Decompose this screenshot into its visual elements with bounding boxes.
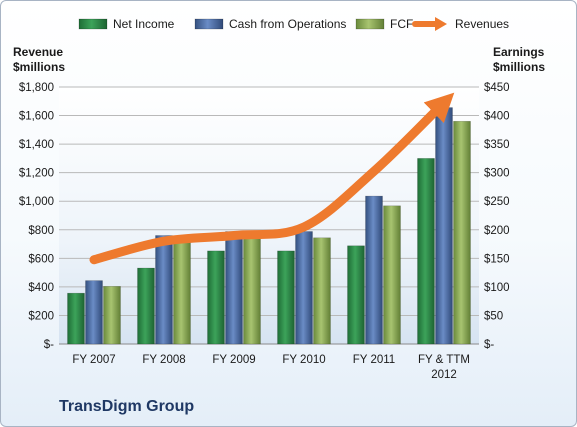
legend-revenues-label: Revenues (455, 17, 509, 31)
revenue-arrow-line (89, 92, 455, 265)
bar-net-income (67, 292, 85, 345)
bar-net-income (277, 250, 295, 345)
right-axis-ticks: $- $50 $100 $150 $200 $250 $300 $350 $400 $450 (484, 82, 510, 351)
category-label: FY 2008 (142, 354, 185, 366)
bar-cash-from-operations (295, 231, 313, 345)
category-label: FY 2011 (353, 354, 395, 366)
left-tick-label: $1,600 (19, 111, 54, 123)
bar-cash-from-operations (365, 195, 383, 345)
legend-revenues-arrowhead (435, 17, 447, 31)
category-label: FY 2007 (72, 354, 115, 366)
legend-net-income-swatch (78, 18, 108, 30)
right-axis-title: Earnings $millions (493, 45, 546, 74)
right-tick-label: $100 (484, 282, 510, 294)
left-tick-label: $1,200 (19, 168, 54, 180)
bar-cash-from-operations (85, 280, 103, 345)
right-tick-label: $50 (484, 310, 503, 322)
right-tick-label: $350 (484, 139, 510, 151)
bar-net-income (137, 267, 155, 345)
category-label: FY 2010 (282, 354, 325, 366)
legend-cash-from-operations-label: Cash from Operations (229, 17, 346, 31)
left-tick-label: $1,800 (19, 82, 54, 94)
plot-area (59, 87, 479, 344)
bar-fcf (173, 240, 191, 345)
bars (67, 107, 471, 345)
legend-fcf-label: FCF (390, 17, 413, 31)
right-tick-label: $400 (484, 111, 510, 123)
left-axis-title: Revenue $millions (13, 45, 66, 74)
bar-fcf (313, 237, 331, 345)
left-tick-label: $600 (28, 253, 54, 265)
legend-cash-from-operations-swatch (194, 18, 224, 30)
bar-net-income (207, 250, 225, 345)
bar-net-income (417, 158, 435, 345)
left-tick-label: $200 (28, 310, 54, 322)
legend-fcf-swatch (355, 18, 385, 30)
bar-fcf (243, 238, 261, 345)
bar-fcf (383, 205, 401, 345)
right-tick-label: $200 (484, 225, 510, 237)
category-label: FY 2009 (212, 354, 255, 366)
right-tick-label: $250 (484, 196, 510, 208)
right-tick-label: $450 (484, 82, 510, 94)
right-tick-label: $150 (484, 253, 510, 265)
right-tick-label: $300 (484, 168, 510, 180)
bar-cash-from-operations (435, 107, 453, 345)
revenue-line-group (89, 92, 455, 265)
bar-fcf (453, 120, 471, 345)
left-tick-label: $400 (28, 282, 54, 294)
left-tick-label: $1,000 (19, 196, 54, 208)
bar-net-income (347, 245, 365, 345)
left-tick-label: $1,400 (19, 139, 54, 151)
bar-cash-from-operations (155, 235, 173, 345)
category-labels: FY 2007 FY 2008 FY 2009 FY 2010 FY 2011 FY & … (72, 354, 470, 381)
gridlines (59, 86, 479, 345)
bar-cash-from-operations (225, 231, 243, 345)
left-axis-ticks: $- $200 $400 $600 $800 $1,000 $1,200 $1,400 $1,6… (19, 82, 54, 351)
company-name: TransDigm Group (59, 398, 195, 415)
left-tick-label: $- (44, 339, 54, 351)
legend: Net Income Cash from Operations FCF Revenue… (78, 17, 509, 31)
bar-fcf (103, 286, 121, 345)
left-tick-label: $800 (28, 225, 54, 237)
legend-net-income-label: Net Income (113, 17, 175, 31)
right-tick-label: $- (484, 339, 494, 351)
category-label: 2012 (431, 369, 457, 381)
category-label: FY & TTM (418, 354, 470, 366)
